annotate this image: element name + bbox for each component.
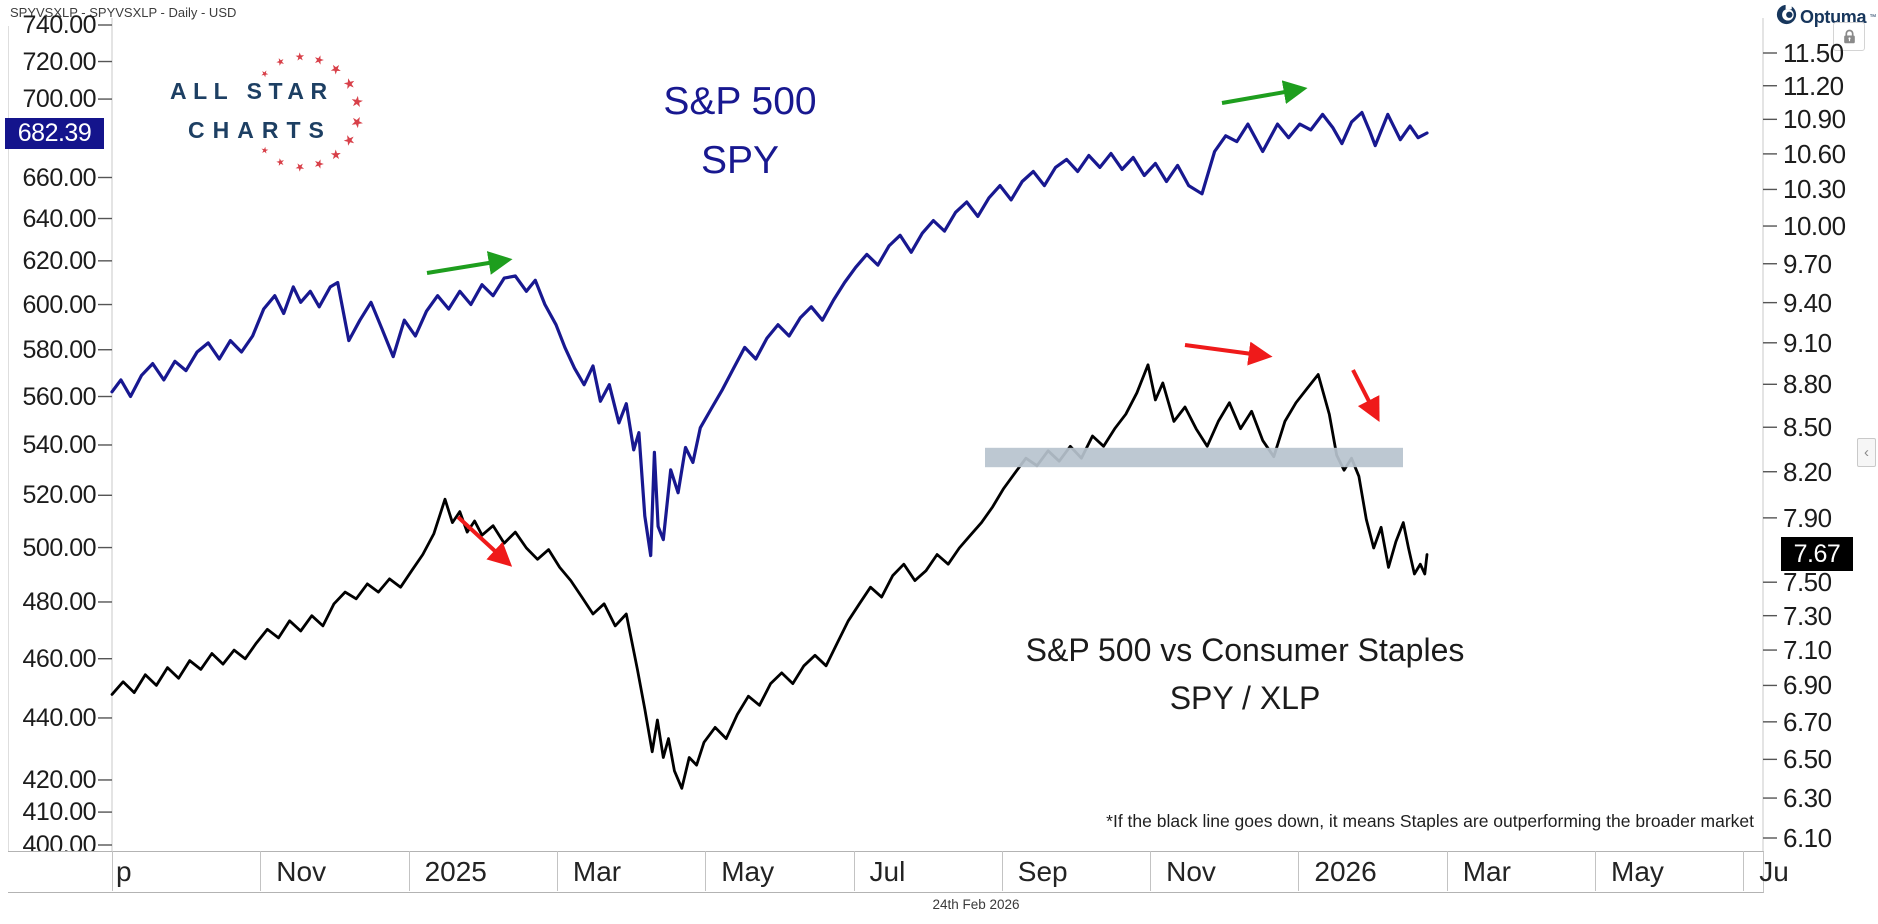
left-axis-tick-label: 600.00 <box>22 290 97 319</box>
left-axis-tick-label: 410.00 <box>22 798 97 827</box>
right-axis-tick-label: 6.10 <box>1783 823 1832 853</box>
right-axis-tick-label: 10.00 <box>1783 211 1846 242</box>
x-axis-label: 2025 <box>424 856 487 887</box>
right-axis-tick-label: 9.70 <box>1783 248 1832 279</box>
chart-code-title: SPYVSXLP - SPYVSXLP - Daily - USD <box>10 5 237 20</box>
right-axis-tick-label: 6.50 <box>1783 744 1832 775</box>
left-axis-tick-label: 640.00 <box>22 204 97 233</box>
x-axis-cell-divider <box>853 851 855 891</box>
allstar-logo-text-line2: CHARTS <box>188 117 332 143</box>
right-axis-tick-label: 7.50 <box>1783 567 1832 598</box>
ratio-label-block: S&P 500 vs Consumer Staples SPY / XLP <box>995 632 1495 717</box>
spy-series-line <box>110 110 1429 558</box>
left-axis-tick-label: 740.00 <box>22 11 97 39</box>
x-axis-cell-divider <box>112 851 113 891</box>
window-left-border <box>8 26 9 891</box>
x-axis-cell-divider <box>1446 851 1448 891</box>
x-axis-strip[interactable] <box>8 851 1764 893</box>
spy-last-price-box: 682.39 <box>5 117 104 149</box>
right-axis-tick-label: 8.20 <box>1783 456 1832 487</box>
x-axis-cell-divider <box>260 851 262 891</box>
right-axis-tick-label: 9.10 <box>1783 327 1832 358</box>
red-down-arrow-1[interactable] <box>456 515 513 567</box>
allstar-logo-text-line1: ALL STAR <box>170 78 334 104</box>
left-axis-tick-label: 440.00 <box>22 703 97 732</box>
right-axis-tick-label: 8.80 <box>1783 369 1832 400</box>
right-axis-tick-label: 6.70 <box>1783 706 1832 737</box>
x-axis-cell-divider <box>1595 851 1596 891</box>
left-axis-tick-label: 580.00 <box>22 335 97 364</box>
optuma-wordmark: Optuma <box>1800 6 1867 27</box>
chart-title: S&P 500 <box>663 80 817 123</box>
green-up-arrow-2[interactable] <box>1221 80 1308 105</box>
x-axis-cell-divider <box>705 851 707 891</box>
support-resistance-bar[interactable] <box>985 447 1403 468</box>
scrollbar-left-arrow-button[interactable]: ‹ <box>1857 438 1876 467</box>
x-axis-label: Ju <box>1759 856 1789 887</box>
right-axis-tick-label: 10.90 <box>1783 104 1846 135</box>
left-axis-tick-label: 500.00 <box>22 533 97 562</box>
left-axis-tick-label: 460.00 <box>22 644 97 673</box>
x-axis-label: p <box>116 856 132 887</box>
left-axis-tick-label: 560.00 <box>22 382 97 411</box>
left-axis-tick-label: 620.00 <box>22 246 97 275</box>
ratio-label-line1: S&P 500 vs Consumer Staples <box>1025 632 1465 668</box>
left-axis-tick-label: 720.00 <box>22 47 97 76</box>
date-stamp: 24th Feb 2026 <box>932 897 1020 912</box>
x-axis-label: Mar <box>1462 856 1511 887</box>
left-axis-tick-label: 700.00 <box>22 85 97 114</box>
x-axis-cell-divider <box>408 851 410 891</box>
x-axis-label: Sep <box>1017 856 1068 887</box>
right-axis-tick-label: 6.90 <box>1783 670 1832 701</box>
x-axis-label: Nov <box>276 856 327 887</box>
x-axis-label: Nov <box>1166 856 1216 887</box>
right-axis-tick-label: 6.30 <box>1783 783 1832 814</box>
lock-icon[interactable] <box>1833 22 1865 51</box>
right-axis-tick-label: 8.50 <box>1783 412 1832 443</box>
x-axis-cell-divider <box>1743 851 1745 891</box>
left-axis-tick-label: 540.00 <box>22 430 97 459</box>
red-right-arrow-2[interactable] <box>1184 341 1273 366</box>
ratio-last-price-box: 7.67 <box>1781 537 1853 572</box>
left-axis-tick-label: 520.00 <box>22 481 97 510</box>
x-axis-label: Jul <box>869 856 906 887</box>
footnote-text: *If the black line goes down, it means S… <box>1106 811 1754 831</box>
x-axis-cell-divider <box>1150 851 1152 891</box>
ratio-label-line2: SPY / XLP <box>1169 680 1321 716</box>
right-axis-tick-label: 7.90 <box>1783 502 1832 533</box>
x-axis-label: 2026 <box>1314 856 1377 887</box>
chart-subtitle: SPY <box>700 139 780 182</box>
red-down-arrow-3[interactable] <box>1351 369 1380 422</box>
right-axis-tick-label: 10.30 <box>1783 174 1846 205</box>
chart-title-block: S&P 500 SPY <box>555 80 925 183</box>
x-axis-label: May <box>721 856 775 887</box>
x-axis-cell-divider <box>1001 851 1003 891</box>
right-axis-tick-label: 7.30 <box>1783 600 1832 631</box>
x-axis-cell-divider <box>1298 851 1300 891</box>
right-axis-tick-label: 11.50 <box>1783 38 1844 68</box>
right-axis-tick-label: 9.40 <box>1783 287 1832 318</box>
x-axis-label: May <box>1611 856 1664 887</box>
optuma-trademark: ™ <box>1869 13 1877 21</box>
right-axis-tick-label: 7.10 <box>1783 635 1832 666</box>
optuma-icon <box>1776 4 1797 30</box>
spy-xlp-series-line <box>110 363 1429 790</box>
right-axis-tick-label: 11.20 <box>1783 70 1844 101</box>
left-axis-tick-label: 480.00 <box>22 587 97 616</box>
left-axis-tick-label: 660.00 <box>22 163 97 192</box>
optuma-logo: Optuma ™ <box>1776 4 1876 30</box>
x-axis-cell-divider <box>556 851 558 891</box>
green-up-arrow-1[interactable] <box>426 251 513 275</box>
left-axis-tick-label: 420.00 <box>22 765 97 794</box>
right-axis-tick-label: 10.60 <box>1783 138 1846 169</box>
x-axis-label: Mar <box>572 856 622 887</box>
